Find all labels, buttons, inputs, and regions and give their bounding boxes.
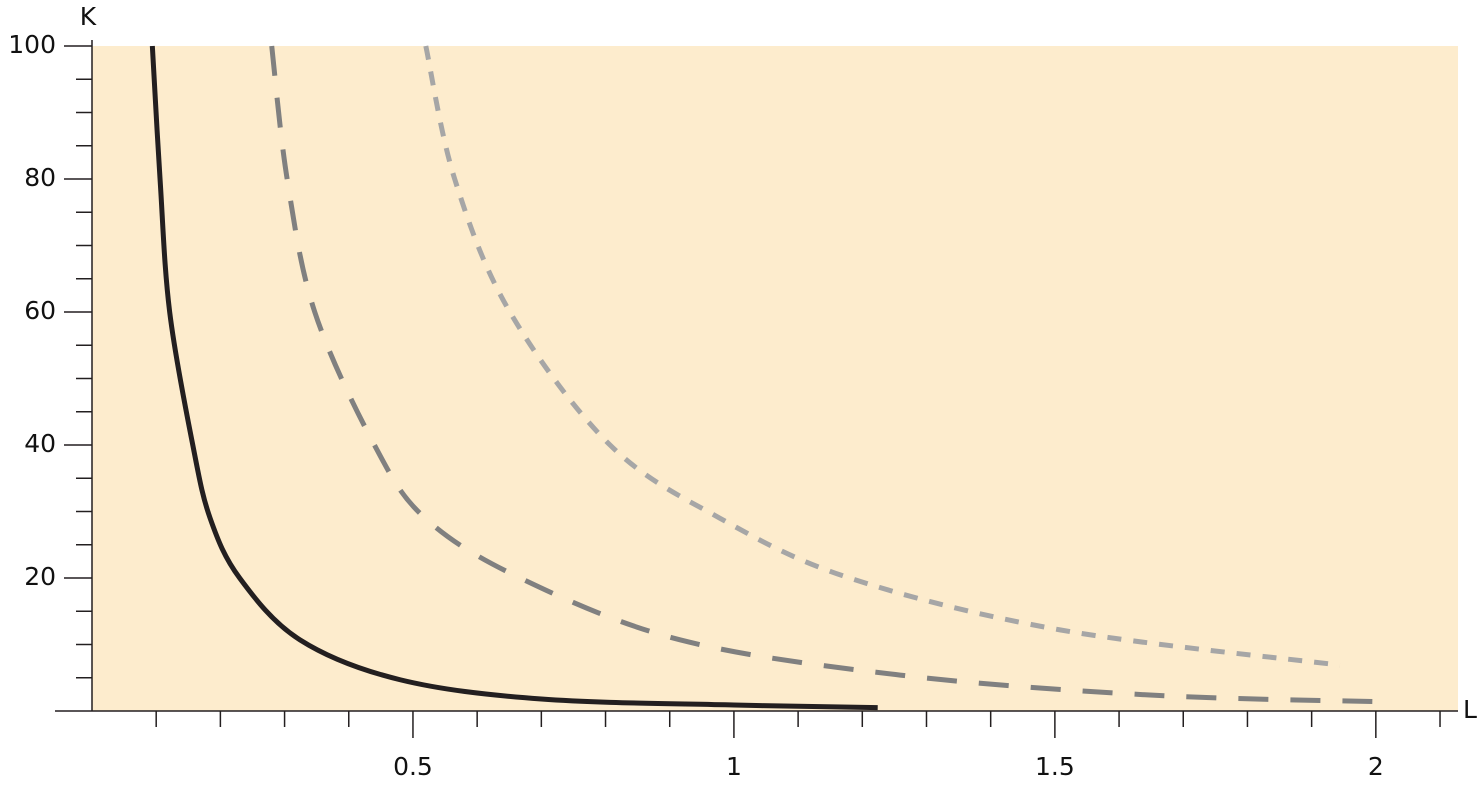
y-tick-label: 100	[8, 30, 56, 59]
y-tick-label: 40	[24, 429, 56, 458]
curve	[149, 45, 878, 711]
y-axis-label: K	[80, 2, 97, 31]
curve	[269, 45, 1380, 705]
plot-background	[92, 46, 1458, 711]
x-tick-label: 2	[1368, 752, 1384, 781]
x-tick-label: 0.5	[393, 752, 433, 781]
curve	[423, 45, 1341, 668]
x-tick-label: 1.5	[1035, 752, 1075, 781]
x-axis-label: L	[1463, 695, 1477, 724]
y-tick-label: 60	[24, 296, 56, 325]
x-tick-label: 1	[726, 752, 742, 781]
y-tick-label: 80	[24, 163, 56, 192]
y-tick-label: 20	[24, 562, 56, 591]
